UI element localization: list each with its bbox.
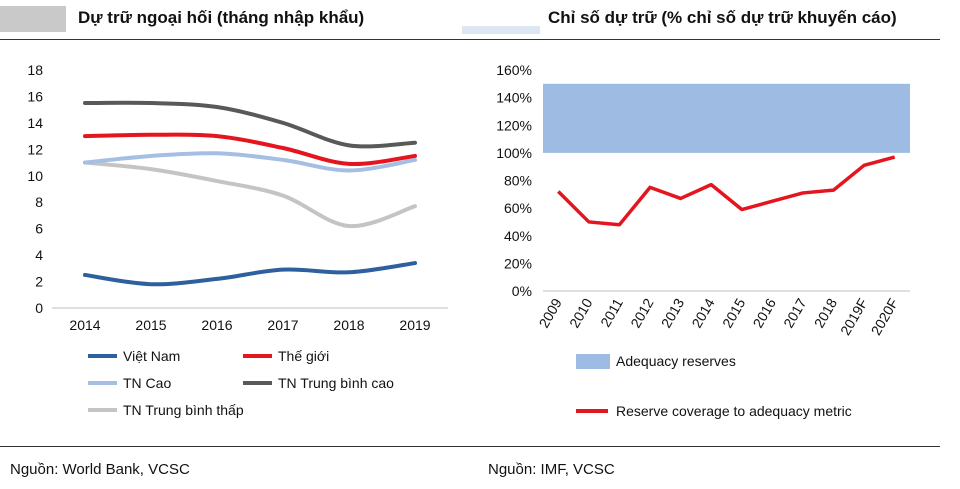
y-tick-label: 6 — [35, 221, 43, 237]
y-tick-label: 8 — [35, 194, 43, 210]
x-tick-label: 2015 — [719, 295, 749, 330]
x-tick-label: 2011 — [597, 295, 626, 329]
y-tick-label: 4 — [35, 247, 43, 263]
y-tick-label: 2 — [35, 274, 43, 290]
series-line-tn-cao — [83, 151, 417, 173]
series-line-tn-trung-binh-thap — [83, 160, 417, 229]
x-tick-label: 2018 — [333, 317, 364, 333]
y-tick-label: 18 — [27, 62, 43, 78]
y-tick-label: 140% — [496, 90, 532, 106]
bottom-divider — [0, 446, 940, 447]
y-tick-label: 12 — [27, 141, 43, 157]
y-tick-label: 160% — [496, 62, 532, 78]
x-tick-label: 2014 — [688, 295, 718, 330]
right-source-note: Nguồn: IMF, VCSC — [488, 461, 615, 478]
legend-label-the-gioi: Thế giới — [278, 348, 329, 364]
y-tick-label: 14 — [27, 115, 43, 131]
legend-label-viet-nam: Việt Nam — [123, 348, 180, 364]
series-line-reserve-coverage — [557, 155, 896, 227]
legend-label-reserve-coverage: Reserve coverage to adequacy metric — [616, 403, 852, 419]
legend-label-tn-trung-binh-thap: TN Trung bình thấp — [123, 402, 244, 418]
x-tick-label: 2020F — [868, 296, 902, 338]
y-tick-label: 120% — [496, 117, 532, 133]
series-line-viet-nam — [83, 261, 417, 287]
x-tick-label: 2019 — [399, 317, 430, 333]
y-tick-label: 100% — [496, 145, 532, 161]
y-tick-label: 0 — [35, 300, 43, 316]
x-tick-label: 2015 — [135, 317, 166, 333]
left-chart: 0 2 4 6 8 10 12 14 16 18 2014 2015 2016 2017 2018 2019 V… — [27, 62, 448, 418]
legend-label-tn-trung-binh-cao: TN Trung bình cao — [278, 375, 394, 391]
x-tick-label: 2016 — [750, 295, 780, 330]
x-tick-label: 2010 — [566, 295, 596, 330]
x-tick-label: 2014 — [69, 317, 100, 333]
right-chart: 0%20%40%60%80%100%120%140%160%2009 2010 20… — [496, 62, 910, 419]
legend-label-adequacy-reserves: Adequacy reserves — [616, 353, 736, 369]
legend-swatch-adequacy-reserves — [576, 354, 610, 369]
left-source-note: Nguồn: World Bank, VCSC — [10, 461, 190, 478]
y-tick-label: 0% — [512, 283, 532, 299]
top-divider — [0, 39, 940, 40]
x-tick-label: 2012 — [627, 295, 657, 330]
series-line-the-gioi — [83, 132, 417, 166]
y-tick-label: 16 — [27, 88, 43, 104]
right-chart-title: Chỉ số dự trữ (% chỉ số dự trữ khuyến cá… — [548, 8, 897, 27]
x-tick-label: 2016 — [201, 317, 232, 333]
x-tick-label: 2013 — [658, 295, 688, 330]
y-tick-label: 40% — [504, 228, 532, 244]
redacted-logo-right — [462, 26, 540, 34]
adequacy-reserves-band — [543, 83, 910, 153]
x-tick-label: 2017 — [267, 317, 298, 333]
x-tick-label: 2018 — [811, 295, 841, 330]
series-line-tn-trung-binh-cao — [83, 100, 417, 149]
x-tick-label: 2009 — [535, 295, 565, 330]
y-tick-label: 10 — [27, 168, 43, 184]
y-tick-label: 20% — [504, 255, 532, 271]
legend-label-tn-cao: TN Cao — [123, 375, 171, 391]
y-tick-label: 80% — [504, 173, 532, 189]
left-chart-title: Dự trữ ngoại hối (tháng nhập khẩu) — [78, 8, 365, 27]
x-tick-label: 2019F — [837, 296, 871, 338]
y-tick-label: 60% — [504, 200, 532, 216]
x-tick-label: 2017 — [780, 295, 810, 330]
redacted-logo-left — [0, 6, 66, 32]
